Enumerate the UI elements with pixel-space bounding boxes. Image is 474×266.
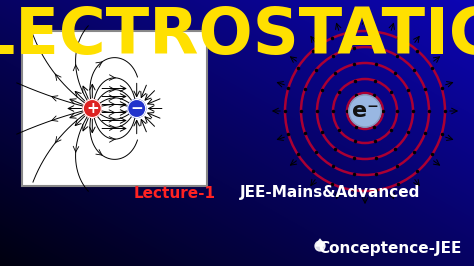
Text: JEE-Mains&Advanced: JEE-Mains&Advanced xyxy=(240,185,420,201)
Circle shape xyxy=(128,99,146,118)
Text: Conceptence-JEE: Conceptence-JEE xyxy=(319,240,462,256)
Bar xyxy=(22,31,207,186)
Text: Lecture-1: Lecture-1 xyxy=(134,185,216,201)
Circle shape xyxy=(349,95,381,127)
Text: ELECTROSTATICS: ELECTROSTATICS xyxy=(0,5,474,67)
Polygon shape xyxy=(316,239,324,246)
Circle shape xyxy=(315,241,325,251)
Text: e⁻: e⁻ xyxy=(352,101,378,121)
Circle shape xyxy=(83,99,101,118)
Text: +: + xyxy=(86,101,99,116)
Text: −: − xyxy=(130,101,143,116)
